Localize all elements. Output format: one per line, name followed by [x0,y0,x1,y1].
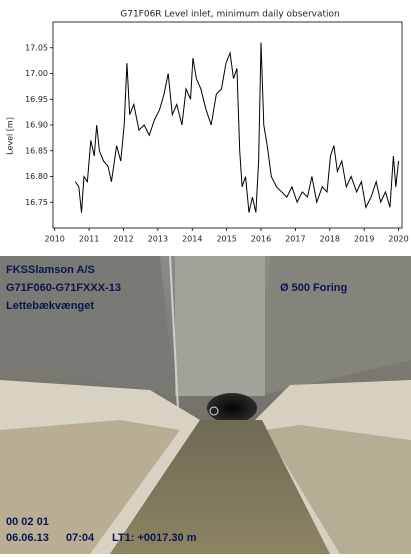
y-tick-label: 16.80 [25,172,48,181]
x-tick-label: 2017 [285,235,305,244]
page: G71F06R Level inlet, minimum daily obser… [0,0,411,554]
osd-date: 06.06.13 [6,532,49,544]
plot-frame [53,22,402,228]
x-tick-label: 2020 [388,235,408,244]
y-tick-label: 16.85 [25,146,48,155]
osd-counter: 00 02 01 [6,516,49,528]
osd-distance: LT1: +0017.30 m [112,532,197,544]
osd-time: 07:04 [66,532,95,544]
osd-street: Lettebækvænget [6,300,94,312]
x-tick-label: 2015 [216,235,236,244]
y-tick-label: 16.90 [25,121,48,130]
x-tick-label: 2013 [148,235,168,244]
osd-section: G71F060-G71FXXX-13 [6,282,121,294]
x-tick-label: 2014 [182,235,202,244]
x-tick-label: 2016 [251,235,271,244]
y-axis-label: Level [m] [6,117,15,155]
y-tick-label: 17.05 [25,43,48,52]
line [75,43,398,213]
chart-title: G71F06R Level inlet, minimum daily obser… [120,10,340,20]
y-tick-label: 16.95 [25,95,48,104]
x-tick-label: 2019 [354,235,374,244]
y-tick-label: 17.00 [25,69,48,78]
x-tick-label: 2010 [45,235,65,244]
osd-pipe: Ø 500 Foring [280,282,347,294]
x-tick-label: 2012 [113,235,133,244]
sewer-photo: FKSSlamson A/S G71F060-G71FXXX-13 Ø 500 … [0,256,411,554]
x-tick-label: 2011 [79,235,99,244]
y-tick-label: 16.75 [25,198,48,207]
x-tick-label: 2018 [320,235,340,244]
osd-company: FKSSlamson A/S [6,264,95,276]
